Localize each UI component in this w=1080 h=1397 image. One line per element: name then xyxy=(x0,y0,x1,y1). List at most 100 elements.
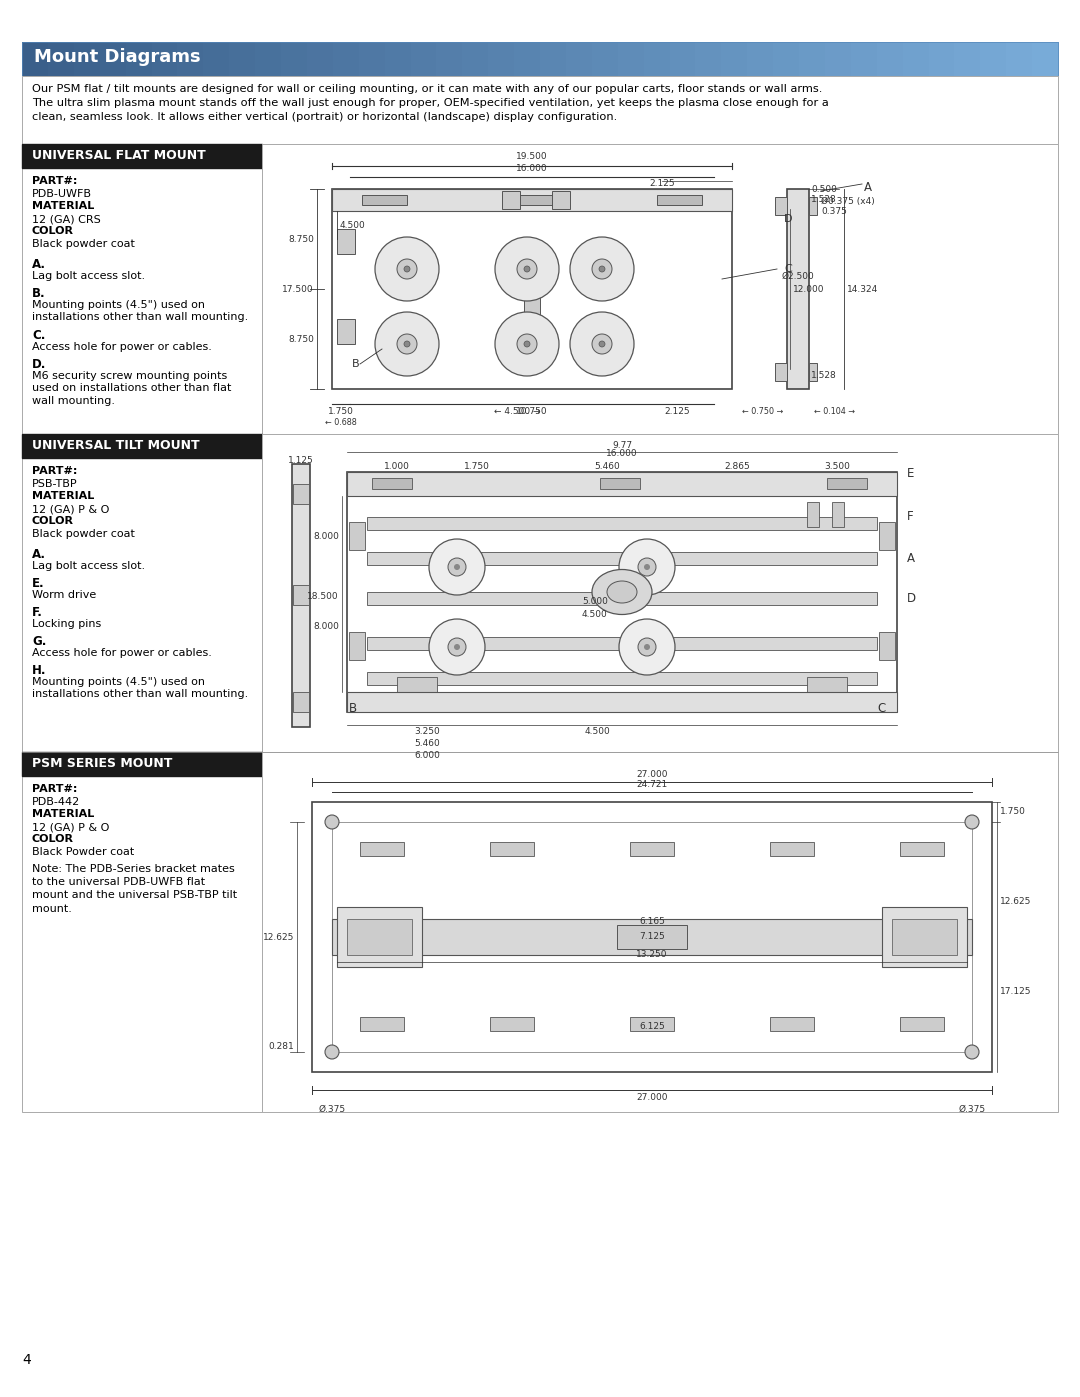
Circle shape xyxy=(638,638,656,657)
Text: 4: 4 xyxy=(22,1354,30,1368)
Text: ← 4.500 →: ← 4.500 → xyxy=(494,407,540,416)
Circle shape xyxy=(325,814,339,828)
Text: 27.000: 27.000 xyxy=(636,1092,667,1102)
Bar xyxy=(436,42,463,75)
Bar xyxy=(721,42,748,75)
Bar xyxy=(333,42,360,75)
Bar xyxy=(524,244,540,334)
Text: 12.625: 12.625 xyxy=(262,933,294,942)
Circle shape xyxy=(619,539,675,595)
Bar xyxy=(981,42,1008,75)
Bar xyxy=(1007,42,1034,75)
Circle shape xyxy=(454,644,460,650)
Circle shape xyxy=(495,237,559,300)
Text: Ø0.375 (x4): Ø0.375 (x4) xyxy=(821,197,875,205)
Circle shape xyxy=(599,265,605,272)
Text: E.: E. xyxy=(32,577,44,590)
Circle shape xyxy=(592,334,612,353)
Text: MATERIAL: MATERIAL xyxy=(32,201,94,211)
Bar xyxy=(900,842,944,856)
Text: 5.460: 5.460 xyxy=(594,462,620,471)
Bar xyxy=(22,144,262,168)
Text: Locking pins: Locking pins xyxy=(32,619,102,629)
Text: UNIVERSAL TILT MOUNT: UNIVERSAL TILT MOUNT xyxy=(32,439,200,453)
Text: MATERIAL: MATERIAL xyxy=(32,809,94,819)
Circle shape xyxy=(448,638,465,657)
Bar xyxy=(832,502,843,527)
Text: 8.000: 8.000 xyxy=(313,622,339,631)
Bar xyxy=(347,472,897,496)
Text: 2.125: 2.125 xyxy=(649,179,675,189)
Text: B: B xyxy=(349,703,357,715)
Circle shape xyxy=(517,334,537,353)
Text: MATERIAL: MATERIAL xyxy=(32,490,94,502)
Bar xyxy=(293,585,309,605)
Circle shape xyxy=(404,265,410,272)
Circle shape xyxy=(495,312,559,376)
Text: 6.000: 6.000 xyxy=(414,752,440,760)
Bar xyxy=(617,925,687,949)
Bar xyxy=(22,42,49,75)
Text: A.: A. xyxy=(32,258,46,271)
Text: Lag bolt access slot.: Lag bolt access slot. xyxy=(32,562,145,571)
Text: COLOR: COLOR xyxy=(32,515,75,527)
Ellipse shape xyxy=(592,570,652,615)
Bar xyxy=(332,189,732,211)
Bar xyxy=(566,42,593,75)
Text: 3.250: 3.250 xyxy=(414,726,440,736)
Text: 7.125: 7.125 xyxy=(639,932,665,942)
Bar xyxy=(281,42,308,75)
Bar xyxy=(255,42,282,75)
Bar xyxy=(293,483,309,504)
Bar xyxy=(332,821,972,1052)
Bar xyxy=(540,42,567,75)
Bar xyxy=(367,552,877,564)
Text: ← 0.750 →: ← 0.750 → xyxy=(742,407,783,416)
Bar xyxy=(696,42,723,75)
Circle shape xyxy=(644,644,650,650)
Text: 12 (GA) P & O: 12 (GA) P & O xyxy=(32,504,109,514)
Text: 5.000: 5.000 xyxy=(582,597,608,606)
Bar xyxy=(22,144,262,434)
Text: Ø.375: Ø.375 xyxy=(958,1105,986,1113)
Bar xyxy=(151,42,178,75)
Bar xyxy=(775,363,787,381)
Bar xyxy=(372,478,411,489)
Text: 1.750: 1.750 xyxy=(464,462,490,471)
Bar xyxy=(337,229,355,254)
Bar xyxy=(747,42,774,75)
Bar xyxy=(349,631,365,659)
Bar xyxy=(630,1017,674,1031)
Bar xyxy=(807,502,819,527)
Bar xyxy=(462,42,489,75)
Text: 24.721: 24.721 xyxy=(636,780,667,789)
Bar xyxy=(384,42,411,75)
Text: C: C xyxy=(877,703,886,715)
Bar xyxy=(1032,42,1059,75)
Bar xyxy=(410,42,437,75)
Text: 3.500: 3.500 xyxy=(824,462,850,471)
Bar xyxy=(125,42,152,75)
Circle shape xyxy=(570,237,634,300)
Text: 1.528: 1.528 xyxy=(811,372,837,380)
Text: B.: B. xyxy=(32,286,45,300)
Bar xyxy=(592,42,619,75)
Text: 4.500: 4.500 xyxy=(584,726,610,736)
Text: A.: A. xyxy=(32,548,46,562)
Circle shape xyxy=(375,237,438,300)
Text: PDB-UWFB: PDB-UWFB xyxy=(32,189,92,198)
Bar xyxy=(488,42,515,75)
Text: Note: The PDB-Series bracket mates
to the universal PDB-UWFB flat
mount and the : Note: The PDB-Series bracket mates to th… xyxy=(32,863,238,914)
Text: B: B xyxy=(352,359,360,369)
Circle shape xyxy=(375,312,438,376)
Bar xyxy=(903,42,930,75)
Bar xyxy=(879,522,895,550)
Text: Mount Diagrams: Mount Diagrams xyxy=(33,47,201,66)
Bar xyxy=(630,842,674,856)
Text: 6.125: 6.125 xyxy=(639,1023,665,1031)
Bar xyxy=(851,42,878,75)
Text: Our PSM flat / tilt mounts are designed for wall or ceiling mounting, or it can : Our PSM flat / tilt mounts are designed … xyxy=(32,84,822,94)
Bar xyxy=(892,919,957,956)
Text: Mounting points (4.5") used on
installations other than wall mounting.: Mounting points (4.5") used on installat… xyxy=(32,678,248,700)
Bar xyxy=(22,75,1058,144)
